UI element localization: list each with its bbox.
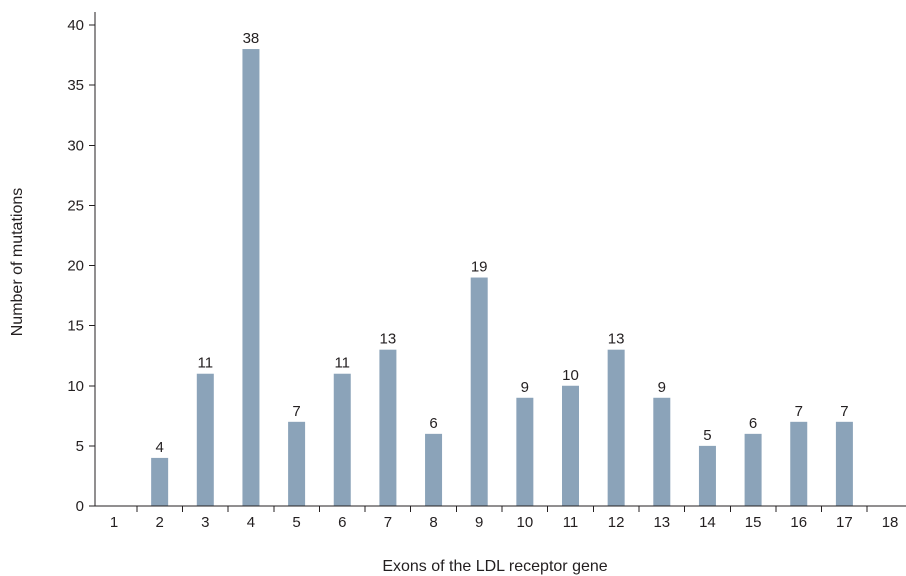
data-label: 5: [703, 427, 711, 444]
bar: [288, 421, 306, 506]
x-tick-label: 7: [384, 514, 392, 531]
data-label: 11: [198, 355, 214, 372]
data-labels: 4 11 38 7 11 13 6 19 9 10 13 9 5 6 7 7: [155, 30, 848, 456]
bar: [835, 421, 853, 506]
bar: [516, 397, 534, 506]
x-tick-label: 1: [110, 514, 118, 531]
bar: [242, 49, 260, 507]
y-axis-title: Number of mutations: [9, 188, 26, 337]
x-tick-label: 13: [653, 514, 670, 531]
bar: [196, 373, 214, 506]
data-label: 10: [562, 367, 579, 384]
bar: [470, 277, 488, 506]
bars: [151, 49, 853, 507]
x-tick-label: 15: [745, 514, 762, 531]
data-label: 7: [292, 403, 300, 420]
y-tick-label: 40: [67, 17, 84, 34]
y-tick-label: 10: [67, 378, 84, 395]
x-tick-label: 4: [247, 514, 255, 531]
y-tick-label: 20: [67, 258, 84, 275]
data-label: 6: [749, 415, 757, 432]
data-label: 9: [658, 379, 666, 396]
data-label: 7: [795, 403, 803, 420]
x-tick-label: 12: [608, 514, 625, 531]
x-tick-label: 3: [201, 514, 209, 531]
y-tick-label: 5: [76, 438, 84, 455]
bar: [379, 349, 397, 506]
x-axis-title: Exons of the LDL receptor gene: [382, 558, 607, 575]
data-label: 38: [243, 30, 260, 47]
bar: [607, 349, 625, 506]
data-label: 13: [608, 331, 625, 348]
y-axis-ticks: 0 5 10 15 20 25 30 35 40: [67, 17, 95, 515]
x-tick-label: 5: [292, 514, 300, 531]
x-tick-label: 9: [475, 514, 483, 531]
bar: [790, 421, 808, 506]
bar: [698, 445, 716, 506]
data-label: 11: [334, 355, 350, 372]
x-tick-label: 11: [563, 514, 579, 531]
y-tick-label: 0: [76, 498, 84, 515]
data-label: 19: [471, 259, 488, 276]
data-label: 13: [380, 331, 397, 348]
bar: [562, 385, 579, 506]
bar: [151, 457, 169, 506]
y-tick-label: 30: [67, 137, 84, 154]
x-tick-label: 6: [338, 514, 346, 531]
x-tick-label: 8: [429, 514, 437, 531]
x-tick-label: 17: [836, 514, 853, 531]
x-axis-ticks: 1 2 3 4 5 6 7 8 9 10 11 12 13 14 15 16 17 18: [110, 506, 899, 531]
x-tick-label: 16: [790, 514, 807, 531]
x-tick-label: 14: [699, 514, 716, 531]
data-label: 4: [155, 439, 163, 456]
x-tick-label: 18: [882, 514, 899, 531]
data-label: 9: [521, 379, 529, 396]
y-tick-label: 15: [67, 318, 84, 335]
bar: [653, 397, 671, 506]
bar: [744, 433, 762, 506]
bar: [333, 373, 351, 506]
y-tick-label: 35: [67, 77, 84, 94]
data-label: 7: [840, 403, 848, 420]
data-label: 6: [429, 415, 437, 432]
x-tick-label: 2: [155, 514, 163, 531]
y-tick-label: 25: [67, 197, 84, 214]
x-tick-label: 10: [517, 514, 534, 531]
bar: [425, 433, 443, 506]
